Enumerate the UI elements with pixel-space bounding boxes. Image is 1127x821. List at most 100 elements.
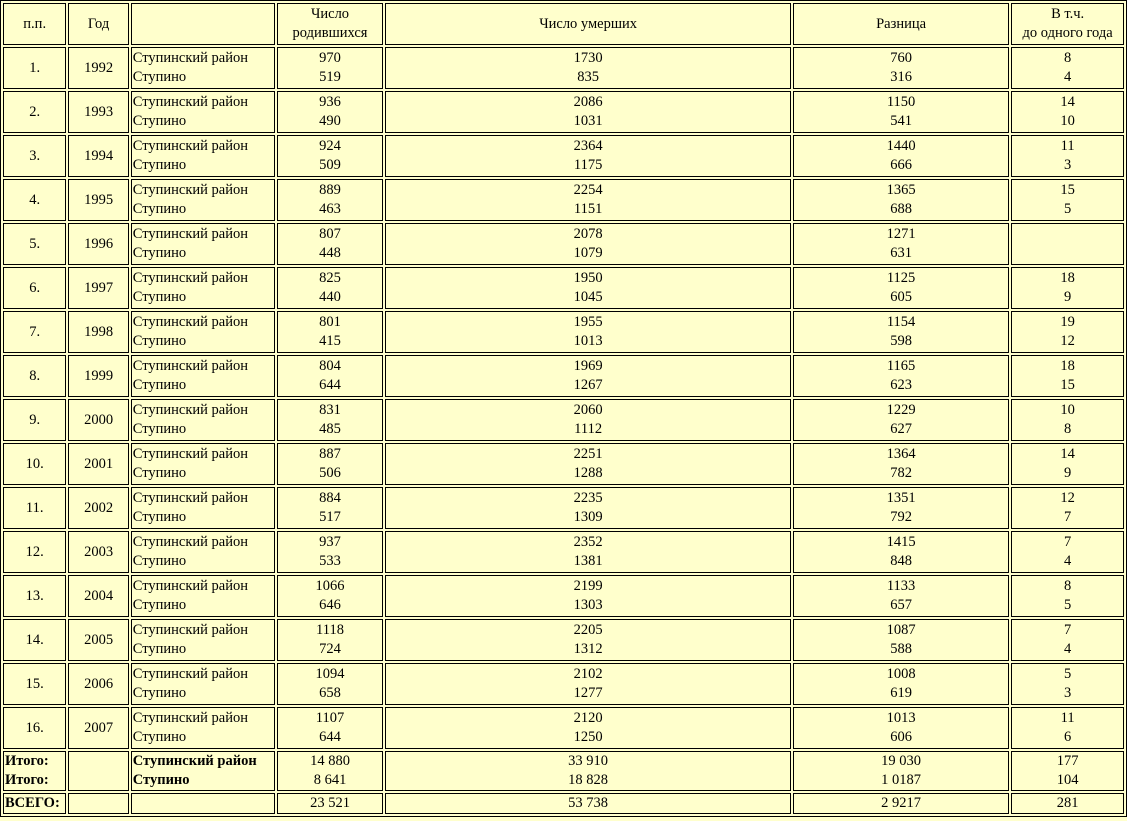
row-diff-1: 1013 [886, 710, 916, 726]
row-infant-2: 5 [1064, 597, 1072, 613]
row-number: 10. [3, 443, 67, 485]
row-year: 1998 [68, 311, 129, 353]
row-region: Ступинский район Ступино [130, 531, 275, 573]
row-born-1: 887 [319, 446, 341, 462]
row-diff: 1364 782 [792, 443, 1010, 485]
row-region: Ступинский район Ступино [130, 707, 275, 749]
row-infant-2: 9 [1064, 465, 1072, 481]
row-died-2: 1303 [573, 597, 603, 613]
row-year: 1997 [68, 267, 129, 309]
row-diff: 1365 688 [792, 179, 1010, 221]
row-died-1: 2352 [573, 534, 603, 550]
totals-region-2: Ступино [132, 772, 190, 788]
row-born: 1118 724 [276, 619, 384, 661]
row-born-2: 415 [319, 333, 341, 349]
row-infant-1: 8 [1064, 578, 1072, 594]
row-born: 1094 658 [276, 663, 384, 705]
row-infant-2: 8 [1064, 421, 1072, 437]
table-row: 16. 2007 Ступинский район Ступино 1107 644 212… [3, 707, 1124, 749]
row-died-1: 2060 [573, 402, 603, 418]
row-number: 2. [3, 91, 67, 133]
row-infant-2: 10 [1060, 113, 1075, 129]
row-diff-1: 1271 [886, 226, 916, 242]
row-died: 1730 835 [385, 47, 791, 89]
row-region-2: Ступино [132, 465, 187, 481]
row-infant: 11 6 [1011, 707, 1124, 749]
row-infant-1: 11 [1060, 138, 1075, 154]
row-died-2: 1267 [573, 377, 603, 393]
row-died: 2078 1079 [385, 223, 791, 265]
row-born-2: 644 [319, 729, 341, 745]
header-born: Число родившихся [276, 3, 384, 45]
table-row: 5. 1996 Ступинский район Ступино 807 448 2078 1… [3, 223, 1124, 265]
row-diff-1: 1133 [886, 578, 916, 594]
row-born-2: 644 [319, 377, 341, 393]
row-infant-2: 4 [1064, 641, 1072, 657]
row-infant-2: 4 [1064, 69, 1072, 85]
row-region-2: Ступино [132, 553, 187, 569]
row-region-2: Ступино [132, 597, 187, 613]
row-infant-2: 6 [1064, 729, 1072, 745]
row-infant: 15 5 [1011, 179, 1124, 221]
row-died-2: 835 [577, 69, 599, 85]
row-infant-1: 18 [1060, 270, 1075, 286]
row-region-2: Ступино [132, 729, 187, 745]
row-died-1: 2364 [573, 138, 603, 154]
header-year: Год [68, 3, 129, 45]
row-region: Ступинский район Ступино [130, 47, 275, 89]
header-region [130, 3, 275, 45]
row-region-1: Ступинский район [132, 710, 249, 726]
totals-infant-2: 104 [1056, 772, 1079, 788]
row-number: 9. [3, 399, 67, 441]
row-region-1: Ступинский район [132, 314, 249, 330]
row-infant: 14 10 [1011, 91, 1124, 133]
row-region: Ступинский район Ступино [130, 223, 275, 265]
grand-total-year [68, 793, 129, 814]
row-died: 2199 1303 [385, 575, 791, 617]
row-infant-1: 5 [1064, 666, 1072, 682]
row-infant-1: 11 [1060, 710, 1075, 726]
row-born: 825 440 [276, 267, 384, 309]
row-infant-2: 3 [1064, 157, 1072, 173]
row-died-2: 1288 [573, 465, 603, 481]
row-infant-1: 15 [1060, 182, 1075, 198]
row-died-2: 1151 [573, 201, 603, 217]
row-region: Ступинский район Ступино [130, 443, 275, 485]
row-diff: 1150 541 [792, 91, 1010, 133]
totals-label-1: Итого: [5, 753, 49, 769]
row-born-2: 463 [319, 201, 341, 217]
row-diff-1: 760 [890, 50, 912, 66]
row-died-1: 1955 [573, 314, 603, 330]
row-infant-2: 9 [1064, 289, 1072, 305]
row-year: 2004 [68, 575, 129, 617]
row-infant: 12 7 [1011, 487, 1124, 529]
row-number: 16. [3, 707, 67, 749]
row-born-1: 1094 [315, 666, 345, 682]
row-died-2: 1079 [573, 245, 603, 261]
row-region: Ступинский район Ступино [130, 267, 275, 309]
row-died-1: 2086 [573, 94, 603, 110]
row-infant-2 [1013, 244, 1122, 263]
row-died-1: 2199 [573, 578, 603, 594]
row-born: 807 448 [276, 223, 384, 265]
row-died-1: 2205 [573, 622, 603, 638]
row-year: 1995 [68, 179, 129, 221]
row-born: 801 415 [276, 311, 384, 353]
row-region-1: Ступинский район [132, 226, 249, 242]
totals-diff-2: 1 0187 [881, 772, 921, 788]
row-infant-1: 14 [1060, 446, 1075, 462]
row-number: 6. [3, 267, 67, 309]
row-infant-1: 8 [1064, 50, 1072, 66]
row-number: 1. [3, 47, 67, 89]
row-diff-2: 606 [890, 729, 912, 745]
totals-born-1: 14 880 [310, 753, 350, 769]
row-region-2: Ступино [132, 201, 187, 217]
row-diff-2: 631 [890, 245, 912, 261]
row-died: 2120 1250 [385, 707, 791, 749]
row-region-2: Ступино [132, 289, 187, 305]
row-born-2: 509 [319, 157, 341, 173]
row-diff: 760 316 [792, 47, 1010, 89]
row-died-1: 2251 [573, 446, 603, 462]
grand-total-died: 53 738 [385, 793, 791, 814]
